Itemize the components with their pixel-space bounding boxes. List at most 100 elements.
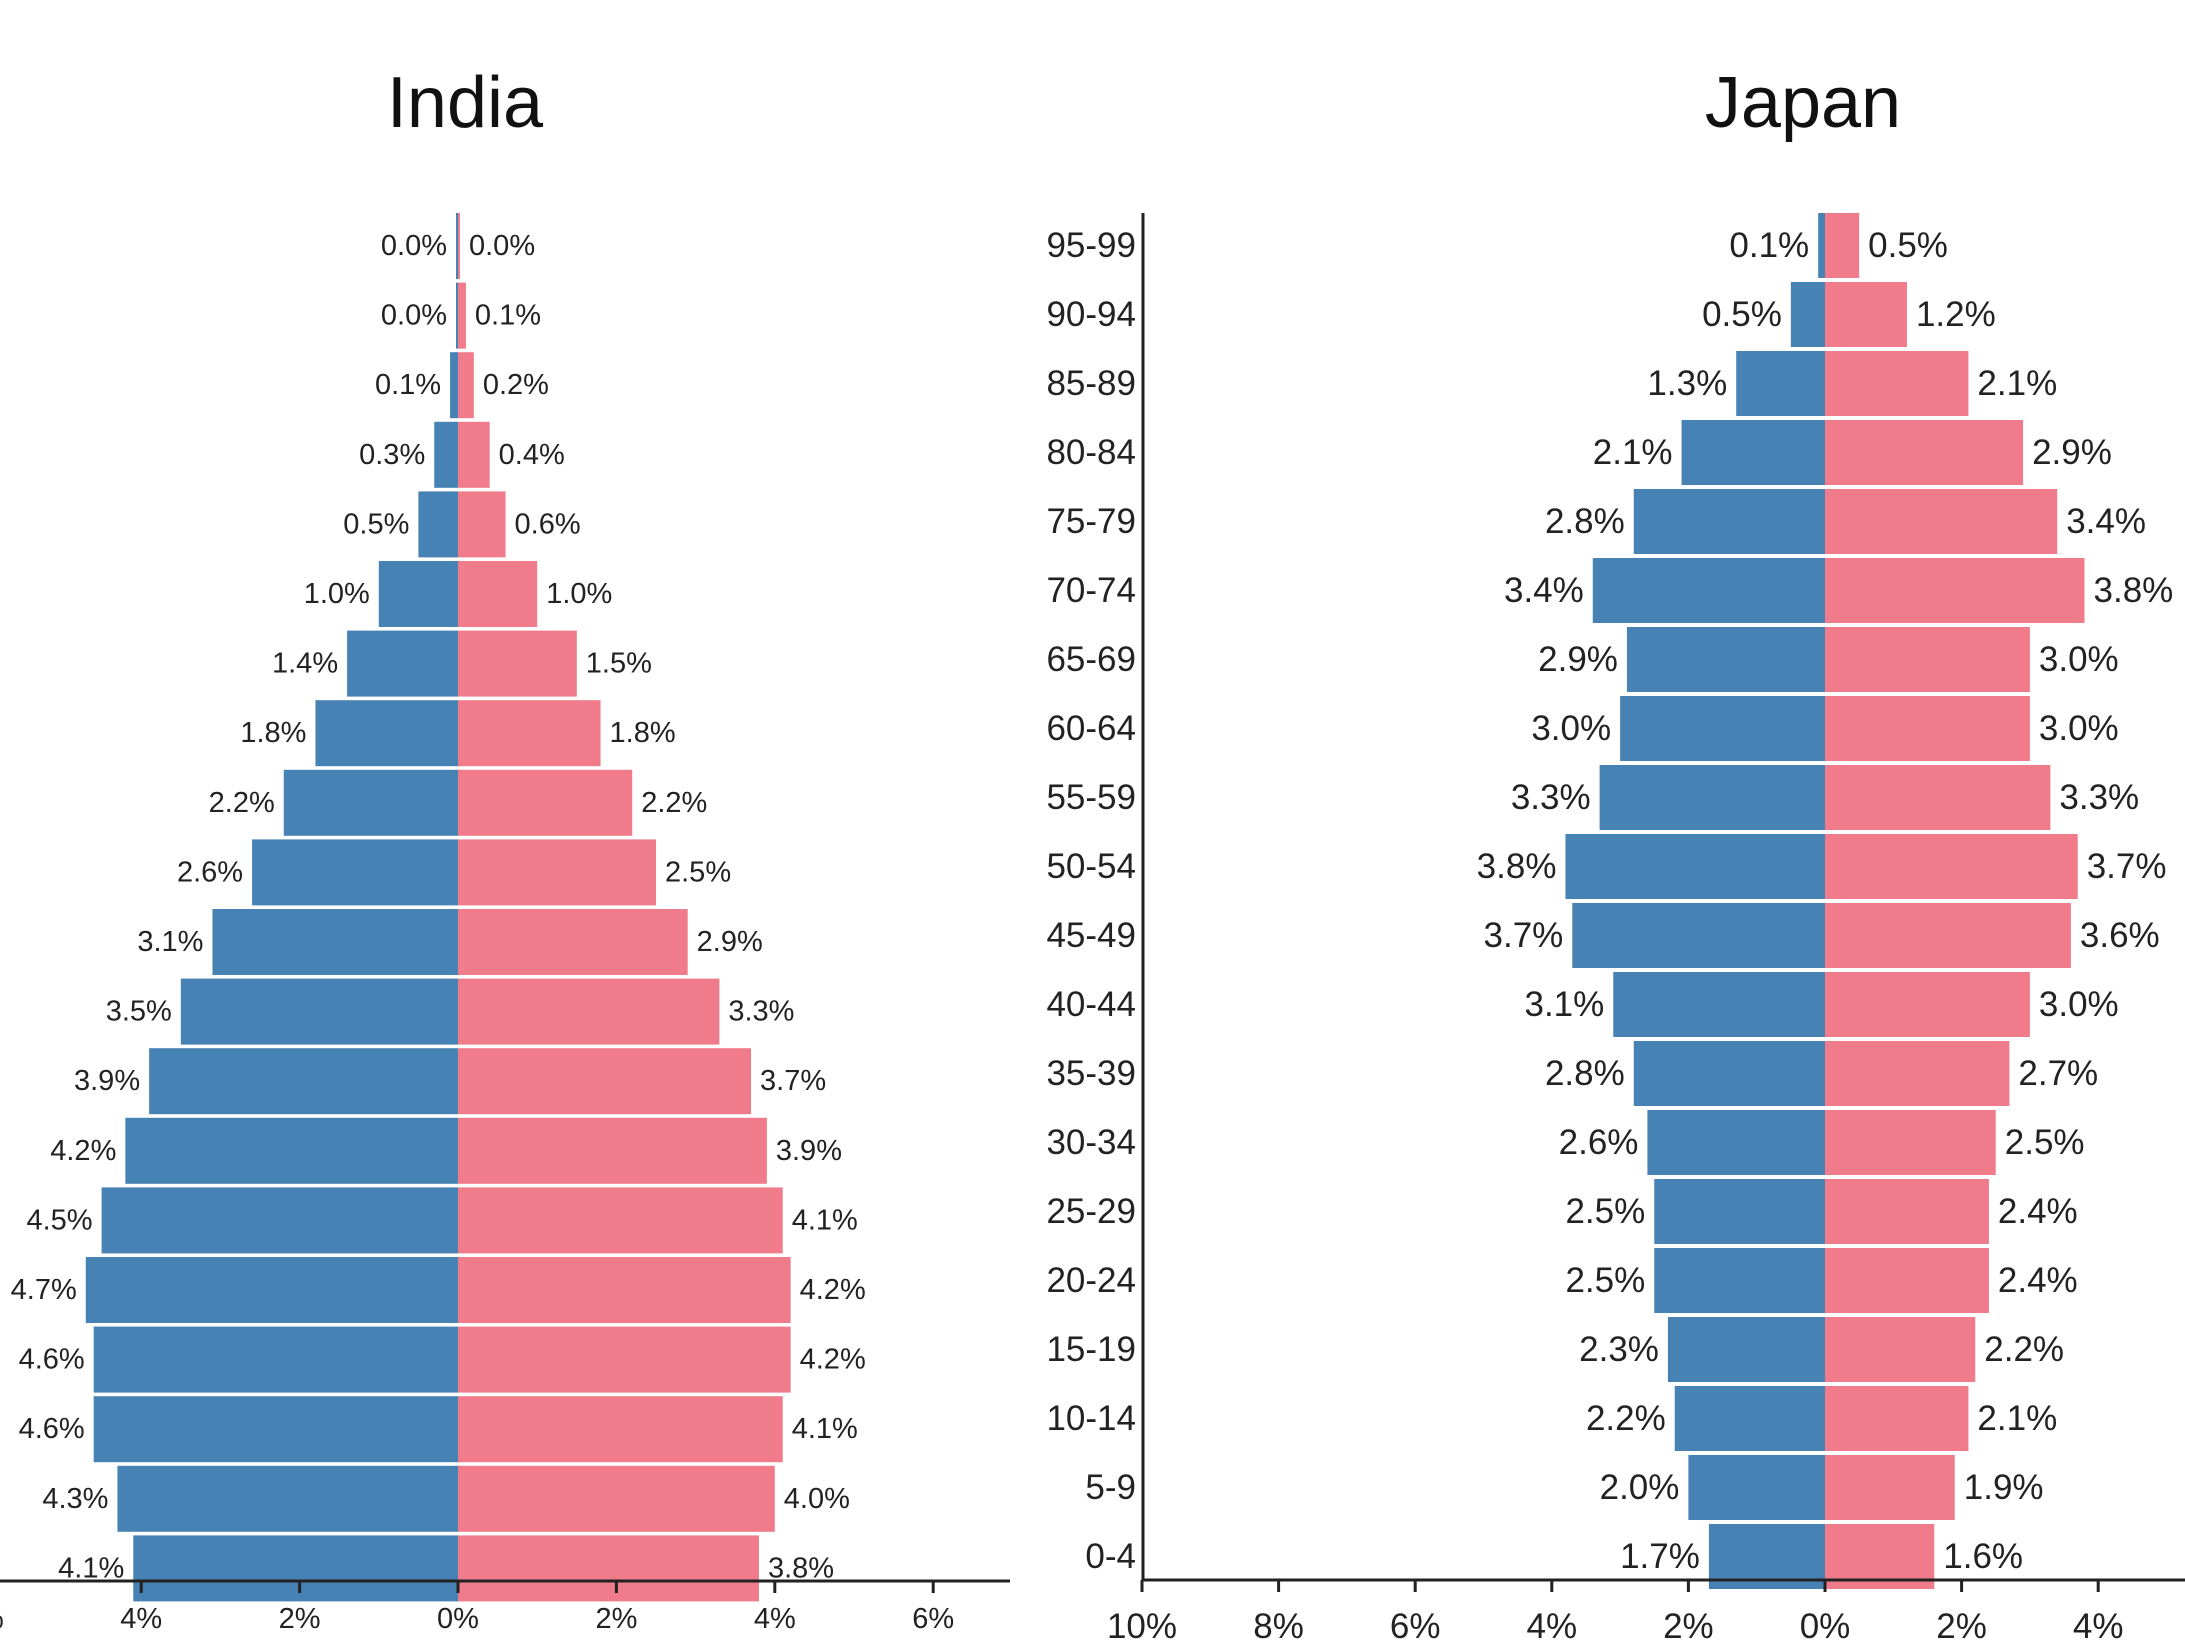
india-label-female: 4.1% [792, 1413, 858, 1445]
india-label-male: 2.2% [209, 787, 275, 819]
india-label-male: 0.5% [343, 508, 409, 540]
japan-bar-female [1825, 282, 1907, 347]
india-label-female: 2.9% [697, 926, 763, 958]
japan-bar-male [1647, 1110, 1825, 1175]
india-label-female: 3.3% [728, 996, 794, 1028]
japan-label-male: 2.2% [1586, 1399, 1666, 1438]
india-bar-male [133, 1535, 458, 1602]
japan-bar-female [1825, 1110, 1996, 1175]
india-label-male: 4.6% [19, 1344, 85, 1376]
india-label-male: 4.3% [42, 1483, 108, 1515]
japan-label-female: 3.0% [2039, 985, 2119, 1024]
japan-label-female: 1.9% [1964, 1468, 2044, 1507]
india-label-female: 2.2% [641, 787, 707, 819]
japan-label-female: 1.6% [1943, 1537, 2023, 1576]
japan-bar-male [1599, 765, 1825, 830]
japan-x-tick-label: 4% [1527, 1607, 1578, 1646]
japan-bar-female [1825, 420, 2024, 485]
india-bar-female [458, 909, 688, 975]
japan-label-female: 3.0% [2039, 640, 2119, 679]
india-label-male: 1.4% [272, 648, 338, 680]
india-x-tick-label: 2% [595, 1603, 637, 1635]
japan-label-male: 0.1% [1729, 226, 1809, 265]
india-label-male: 0.3% [359, 439, 425, 471]
japan-bar-female [1825, 558, 2085, 623]
japan-x-tick-label: 8% [1253, 1607, 1304, 1646]
japan-age-label: 15-19 [1046, 1330, 1136, 1369]
india-bar-male [347, 630, 458, 697]
japan-bar-female [1825, 903, 2071, 968]
japan-pyramid: 0.1% 0.5% 95-99 0.5% 1.2% 90-94 1.3% 2.1% 85-89 2… [1046, 213, 2185, 1646]
japan-bar-male [1674, 1386, 1825, 1451]
india-label-female: 2.5% [665, 856, 731, 888]
india-label-male: 2.6% [177, 856, 243, 888]
india-bar-female [458, 1465, 775, 1532]
india-bar-male [149, 1048, 458, 1115]
japan-bar-female [1825, 765, 2051, 830]
japan-bar-female [1825, 489, 2058, 554]
india-label-female: 0.6% [515, 508, 581, 540]
india-bar-female [458, 630, 577, 697]
japan-label-female: 2.4% [1998, 1261, 2078, 1300]
japan-label-male: 1.7% [1620, 1537, 1700, 1576]
japan-label-female: 3.0% [2039, 709, 2119, 748]
india-label-female: 1.8% [610, 717, 676, 749]
india-label-female: 1.0% [546, 578, 612, 610]
japan-x-tick-label: 0% [1800, 1607, 1851, 1646]
india-label-male: 4.7% [11, 1274, 77, 1306]
india-label-female: 1.5% [586, 648, 652, 680]
india-bar-female [458, 1117, 767, 1184]
india-label-female: 4.2% [800, 1344, 866, 1376]
india-x-tick-label: 6% [0, 1603, 4, 1635]
japan-label-male: 3.0% [1531, 709, 1611, 748]
japan-age-label: 0-4 [1085, 1537, 1136, 1576]
india-bar-female [458, 491, 506, 558]
japan-label-female: 3.3% [2059, 778, 2139, 817]
india-title: India [387, 63, 544, 143]
india-label-female: 0.0% [469, 230, 535, 262]
india-bar-female [458, 1535, 759, 1602]
japan-label-female: 2.2% [1984, 1330, 2064, 1369]
india-label-female: 4.2% [800, 1274, 866, 1306]
japan-age-label: 95-99 [1046, 226, 1136, 265]
india-x-tick-label: 4% [754, 1603, 796, 1635]
india-x-tick-label: 6% [912, 1603, 954, 1635]
india-label-male: 4.5% [26, 1204, 92, 1236]
india-label-male: 1.0% [304, 578, 370, 610]
japan-title: Japan [1705, 63, 1901, 143]
japan-label-male: 3.1% [1524, 985, 1604, 1024]
japan-bar-male [1688, 1455, 1825, 1520]
india-bar-female [458, 1396, 783, 1463]
japan-bar-male [1565, 834, 1825, 899]
india-bar-female [458, 978, 720, 1045]
india-bar-male [93, 1326, 459, 1393]
india-label-male: 0.0% [381, 230, 447, 262]
india-bar-male [456, 213, 458, 279]
japan-label-male: 3.3% [1511, 778, 1591, 817]
india-label-male: 4.6% [19, 1413, 85, 1445]
japan-label-male: 2.0% [1600, 1468, 1680, 1507]
japan-bar-male [1654, 1179, 1825, 1244]
japan-bar-male [1667, 1317, 1825, 1382]
india-label-female: 3.9% [776, 1135, 842, 1167]
india-bar-female [458, 213, 460, 279]
india-label-female: 0.4% [499, 439, 565, 471]
india-bar-male [283, 769, 458, 836]
japan-bar-female [1825, 627, 2030, 692]
japan-label-female: 2.7% [2018, 1054, 2098, 1093]
india-bar-male [456, 282, 458, 349]
india-bar-male [180, 978, 459, 1045]
japan-bar-male [1592, 558, 1825, 623]
japan-age-label: 90-94 [1046, 295, 1136, 334]
japan-label-male: 2.3% [1579, 1330, 1659, 1369]
india-bar-male [450, 352, 458, 419]
india-bar-male [434, 421, 458, 488]
japan-label-male: 2.1% [1593, 433, 1673, 472]
japan-bar-female [1825, 834, 2078, 899]
japan-age-label: 65-69 [1046, 640, 1136, 679]
india-bar-male [378, 561, 458, 627]
india-label-male: 3.5% [106, 996, 172, 1028]
japan-label-male: 2.8% [1545, 502, 1625, 541]
japan-bar-male [1620, 696, 1825, 761]
